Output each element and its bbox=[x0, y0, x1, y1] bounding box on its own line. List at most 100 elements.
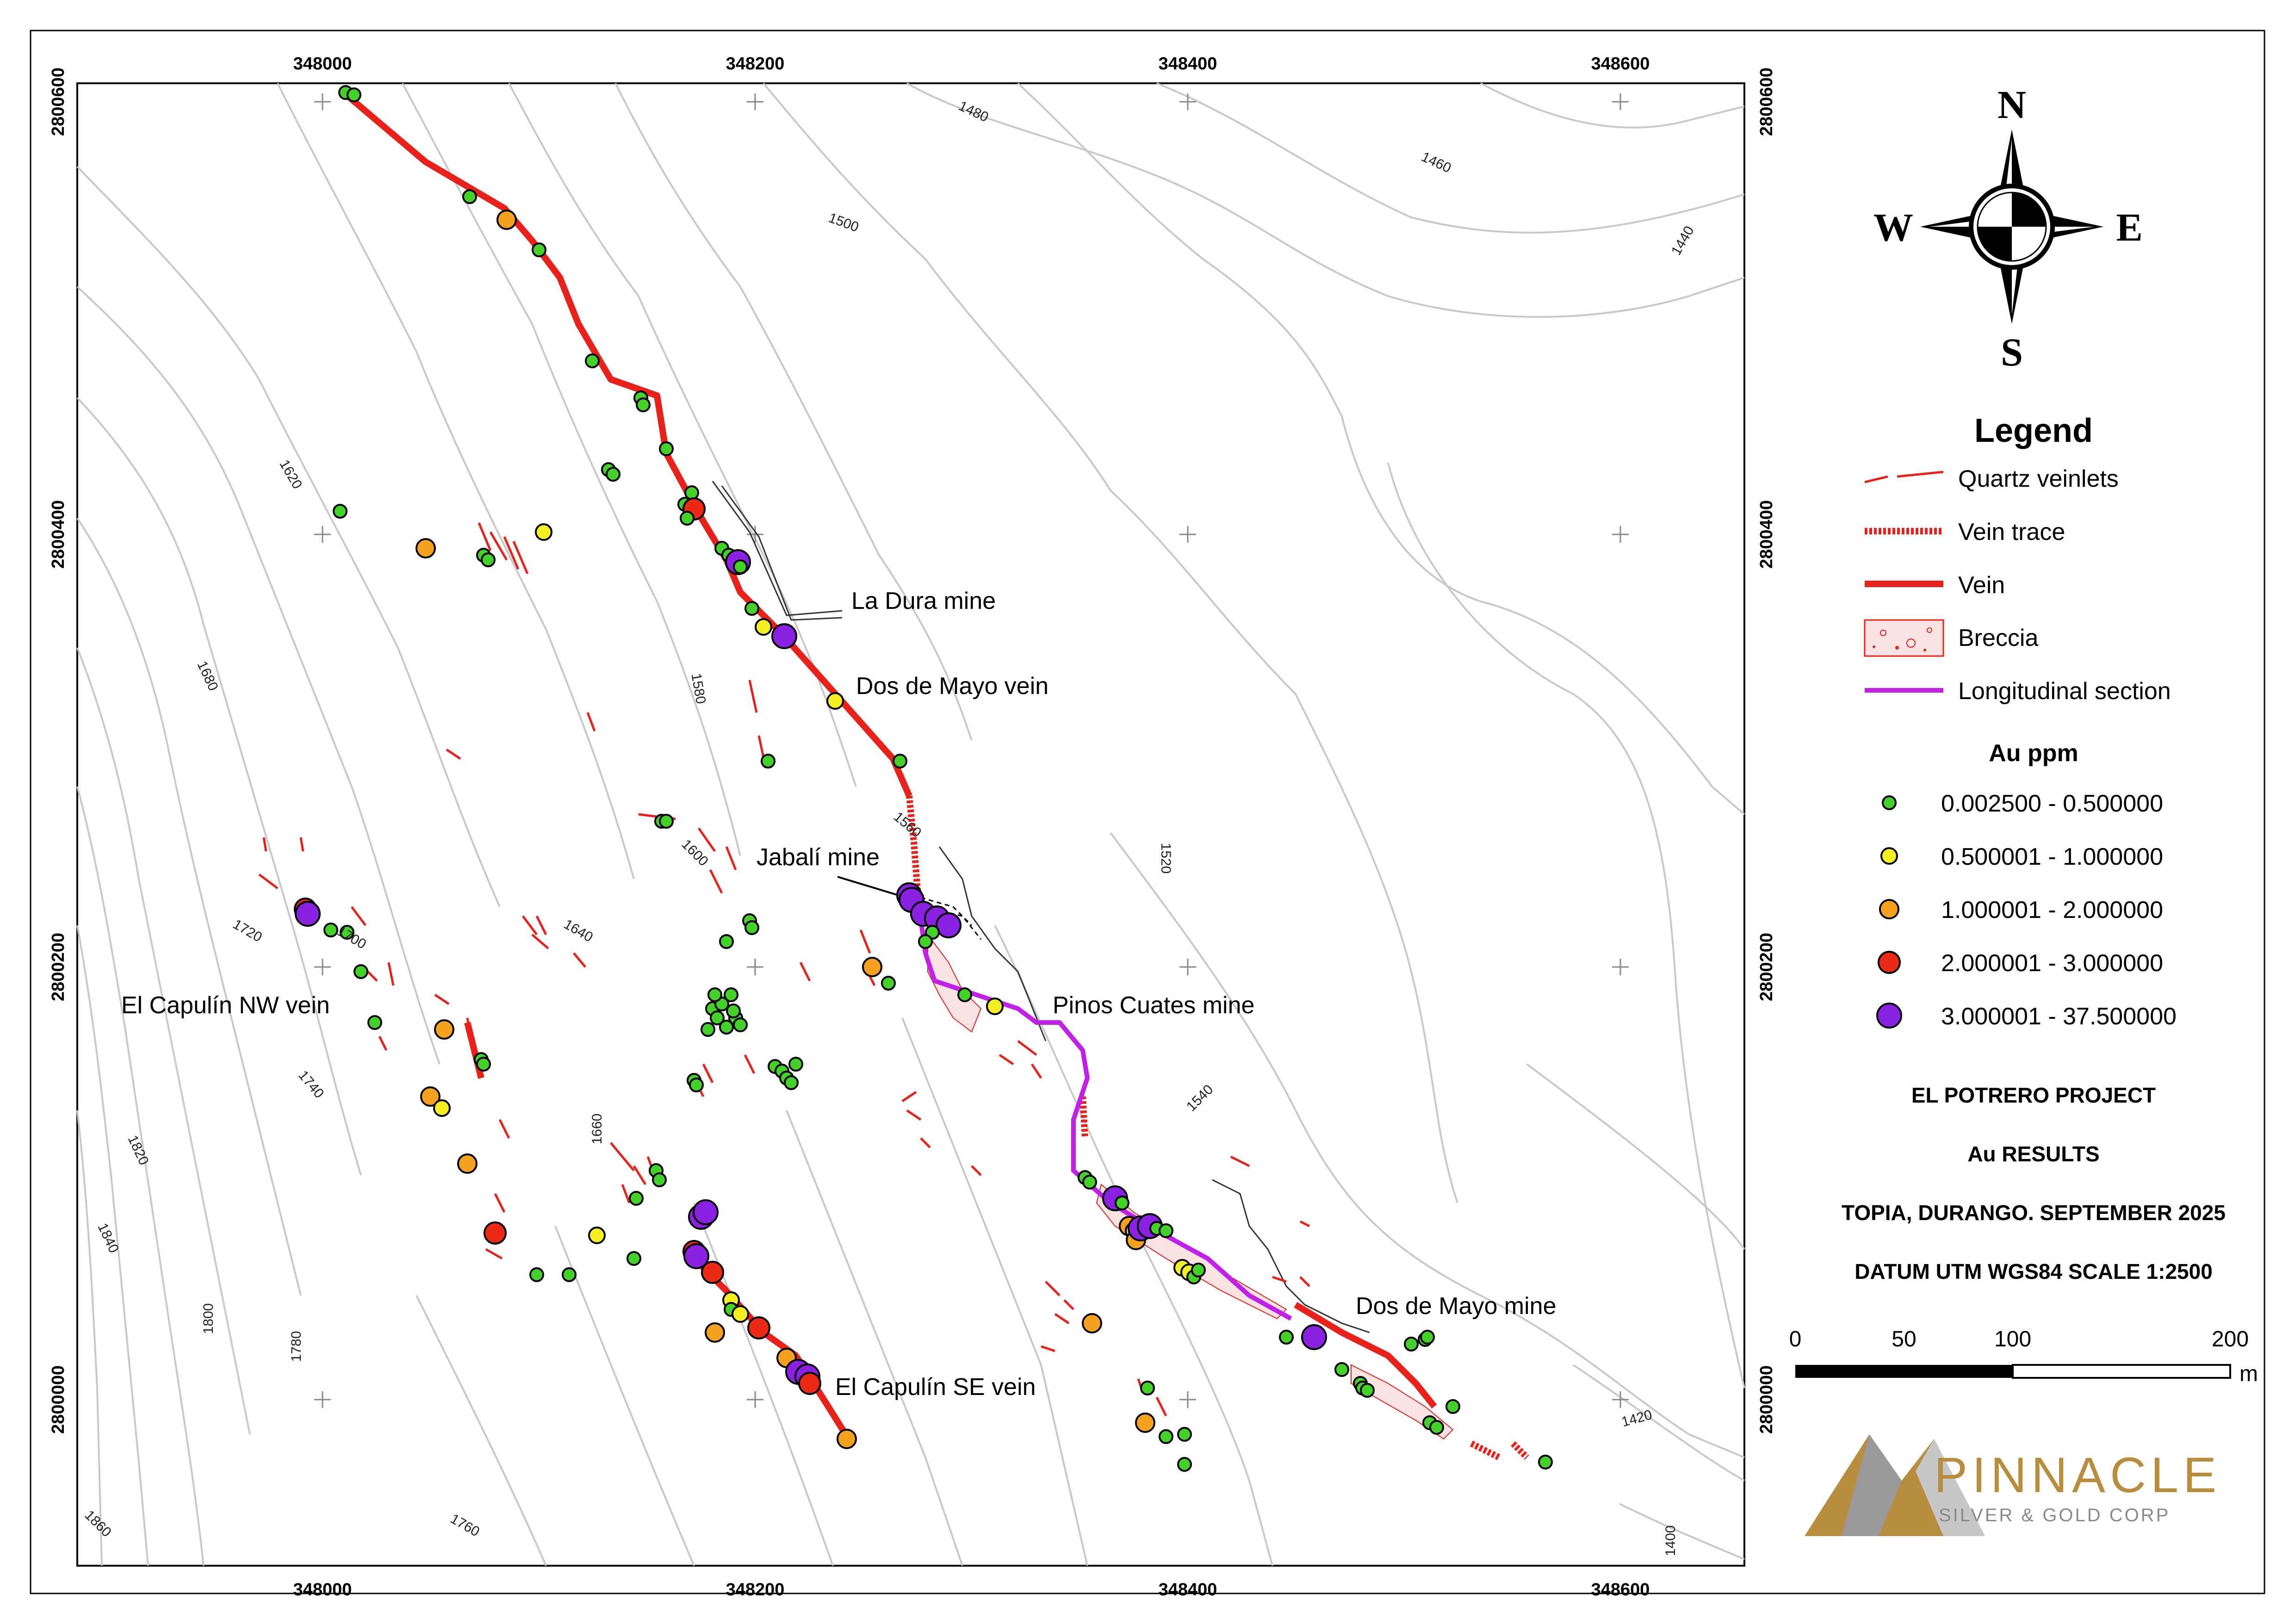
contour-label: 1400 bbox=[1663, 1525, 1678, 1556]
quartz-veinlet bbox=[351, 906, 366, 926]
coordinate-labels: 348000 348200 348400 348600 348000 34820… bbox=[49, 54, 1776, 1599]
au-sample-point bbox=[1115, 1196, 1129, 1210]
au-class-2-label: 0.500001 - 1.000000 bbox=[1941, 843, 2163, 870]
quartz-veinlet bbox=[512, 541, 529, 574]
project-info: EL POTRERO PROJECT Au RESULTS TOPIA, DUR… bbox=[1842, 1083, 2226, 1283]
el-capulin-se-vein-label: El Capulín SE vein bbox=[835, 1374, 1036, 1401]
au-class-5-symbol bbox=[1876, 1003, 1902, 1029]
quartz-veinlet bbox=[748, 680, 758, 713]
quartz-veinlet bbox=[621, 1184, 631, 1203]
au-sample-point bbox=[1177, 1427, 1192, 1442]
compass-e-label: E bbox=[2116, 205, 2142, 249]
au-ppm-title: Au ppm bbox=[1989, 740, 2078, 767]
au-sample-point bbox=[837, 1429, 857, 1449]
au-sample-point bbox=[788, 1057, 803, 1072]
quartz-veinlet bbox=[446, 748, 461, 760]
x-tick-bottom-4: 348600 bbox=[1591, 1580, 1650, 1599]
au-sample-point bbox=[733, 559, 748, 574]
au-sample-point bbox=[1538, 1455, 1553, 1469]
au-sample-point bbox=[1159, 1223, 1173, 1238]
quartz-veinlet bbox=[485, 1248, 503, 1260]
y-tick-left-1: 2800600 bbox=[49, 68, 68, 136]
au-sample-point bbox=[496, 210, 517, 230]
au-class-2-symbol bbox=[1880, 847, 1898, 865]
pinnacle-logo: PINNACLE SILVER & GOLD CORP bbox=[1805, 1434, 2221, 1536]
x-tick-top-4: 348600 bbox=[1591, 54, 1650, 74]
au-sample-point bbox=[744, 920, 759, 935]
x-tick-top-1: 348000 bbox=[293, 54, 352, 74]
au-sample-point bbox=[629, 1191, 644, 1206]
compass-n-label: N bbox=[1997, 82, 2026, 127]
au-class-1: 0.002500 - 0.500000 bbox=[1882, 790, 2163, 817]
au-sample-point bbox=[747, 1316, 770, 1339]
au-sample-point bbox=[626, 1251, 641, 1266]
project-name: EL POTRERO PROJECT bbox=[1911, 1083, 2156, 1107]
au-sample-point bbox=[680, 511, 695, 526]
y-tick-right-2: 2800400 bbox=[1757, 500, 1776, 569]
quartz-veinlet bbox=[1030, 1063, 1042, 1079]
location-date: TOPIA, DURANGO. SEPTEMBER 2025 bbox=[1842, 1201, 2226, 1225]
au-class-1-label: 0.002500 - 0.500000 bbox=[1941, 790, 2163, 817]
au-sample-point bbox=[462, 189, 477, 204]
legend-longitudinal-section-label: Longitudinal section bbox=[1958, 678, 2171, 705]
au-sample-point bbox=[529, 1267, 544, 1282]
au-sample-point bbox=[893, 754, 907, 769]
au-sample-point bbox=[434, 1019, 454, 1040]
au-sample-point bbox=[689, 1078, 704, 1092]
au-sample-point bbox=[684, 485, 699, 500]
scale-label-100: 100 bbox=[1994, 1327, 2031, 1351]
au-sample-point bbox=[476, 1057, 491, 1072]
quartz-veinlet bbox=[573, 952, 586, 968]
au-sample-point bbox=[340, 925, 354, 940]
legend: Legend Quartz veinlets Vein trace Vein B… bbox=[1864, 412, 2177, 1030]
au-sample-point bbox=[1301, 1324, 1327, 1350]
au-sample-point bbox=[433, 1099, 451, 1117]
au-sample-point bbox=[484, 1221, 507, 1245]
au-sample-point bbox=[705, 1322, 725, 1343]
scale-bar: 0 50 100 200 m bbox=[1789, 1327, 2258, 1386]
y-tick-left-4: 2800000 bbox=[49, 1365, 68, 1434]
au-class-5-label: 3.000001 - 37.500000 bbox=[1941, 1003, 2177, 1030]
jabali-mine-label: Jabalí mine bbox=[757, 844, 880, 871]
quartz-veinlet bbox=[1045, 1281, 1061, 1296]
legend-vein-trace-label: Vein trace bbox=[1958, 519, 2065, 545]
au-class-5: 3.000001 - 37.500000 bbox=[1876, 1003, 2177, 1030]
x-tick-bottom-1: 348000 bbox=[293, 1580, 352, 1599]
page-border bbox=[30, 30, 2265, 1594]
feature-labels: La Dura mine Dos de Mayo vein Jabalí min… bbox=[121, 588, 1557, 1401]
au-sample-point bbox=[585, 353, 600, 368]
quartz-veinlet bbox=[299, 837, 304, 852]
au-class-4-symbol bbox=[1878, 951, 1901, 974]
north-arrow: N S W E bbox=[1873, 82, 2143, 374]
au-samples bbox=[294, 85, 1553, 1472]
la-dura-mine-label: La Dura mine bbox=[851, 588, 996, 614]
au-class-3-symbol bbox=[1879, 899, 1899, 919]
quartz-veinlets bbox=[258, 522, 1310, 1417]
quartz-veinlet bbox=[498, 1119, 510, 1139]
au-sample-point bbox=[1135, 1413, 1155, 1433]
au-sample-point bbox=[588, 1227, 606, 1244]
legend-longitudinal-section: Longitudinal section bbox=[1865, 678, 2171, 705]
au-sample-point bbox=[1082, 1313, 1102, 1333]
quartz-veinlet bbox=[610, 1142, 635, 1172]
legend-breccia-label: Breccia bbox=[1958, 625, 2038, 651]
x-tick-top-2: 348200 bbox=[726, 54, 785, 74]
au-sample-point bbox=[1429, 1420, 1444, 1435]
el-capulin-nw-vein-label: El Capulín NW vein bbox=[121, 992, 330, 1019]
quartz-veinlet bbox=[971, 1165, 982, 1176]
quartz-veinlet bbox=[503, 536, 520, 570]
quartz-veinlet bbox=[262, 837, 267, 852]
logo-name: PINNACLE bbox=[1934, 1447, 2221, 1503]
au-sample-point bbox=[562, 1267, 577, 1282]
legend-breccia: Breccia bbox=[1864, 619, 2038, 657]
dos-de-mayo-vein-label: Dos de Mayo vein bbox=[856, 673, 1048, 700]
quartz-veinlet bbox=[906, 1109, 922, 1121]
quartz-veinlet bbox=[494, 1193, 506, 1213]
au-sample-point bbox=[707, 987, 722, 1002]
au-class-3: 1.000001 - 2.000000 bbox=[1879, 897, 2163, 924]
au-sample-point bbox=[693, 1199, 719, 1225]
legend-vein: Vein bbox=[1865, 572, 2005, 599]
grid-crosses bbox=[314, 93, 1629, 1408]
x-tick-top-3: 348400 bbox=[1159, 54, 1217, 74]
contour-label: 1800 bbox=[201, 1303, 216, 1334]
